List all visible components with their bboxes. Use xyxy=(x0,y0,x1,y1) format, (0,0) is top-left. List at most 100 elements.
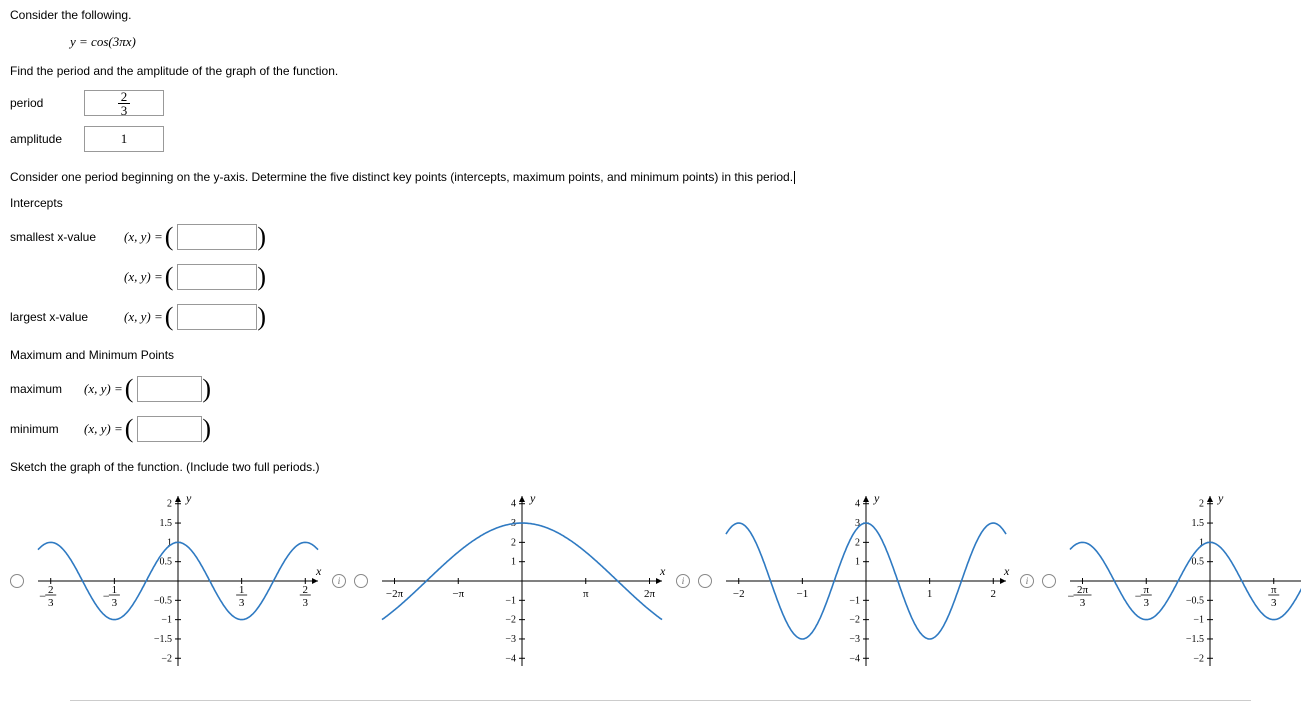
maximum-input[interactable] xyxy=(137,376,202,402)
svg-text:y: y xyxy=(1217,491,1224,505)
close-paren-icon: ) xyxy=(202,414,211,444)
xy-label: (x, y) = xyxy=(124,309,163,325)
graph-radio-A[interactable] xyxy=(10,574,24,588)
svg-text:3: 3 xyxy=(112,597,118,609)
svg-text:0.5: 0.5 xyxy=(1192,557,1205,568)
maxmin-heading: Maximum and Minimum Points xyxy=(10,348,1301,362)
graph-C: −4−3−2−11234 −2−112 y x xyxy=(716,486,1016,676)
period-input[interactable]: 2 3 xyxy=(84,90,164,116)
svg-text:2π: 2π xyxy=(644,588,656,600)
svg-text:4: 4 xyxy=(855,499,860,510)
minimum-input[interactable] xyxy=(137,416,202,442)
open-paren-icon: ( xyxy=(165,302,174,332)
close-paren-icon: ) xyxy=(257,262,266,292)
close-paren-icon: ) xyxy=(257,222,266,252)
graph-D: −2−1.5−1−0.50.511.52 −2π3−π3π32π3 y x xyxy=(1060,486,1301,676)
intercept-1-input[interactable] xyxy=(177,224,257,250)
svg-text:1: 1 xyxy=(511,557,516,568)
period-row: period 2 3 xyxy=(10,90,1301,116)
graph-option-C: −4−3−2−11234 −2−112 y x i xyxy=(698,486,1042,676)
svg-text:1.5: 1.5 xyxy=(160,518,173,529)
svg-text:2: 2 xyxy=(511,537,516,548)
maximum-row: maximum (x, y) = ( ) xyxy=(10,374,1301,404)
info-icon[interactable]: i xyxy=(332,574,346,588)
svg-text:−2: −2 xyxy=(849,615,860,626)
svg-text:y: y xyxy=(873,491,880,505)
svg-text:−4: −4 xyxy=(849,653,860,664)
period-denominator: 3 xyxy=(118,104,131,117)
period-numerator: 2 xyxy=(118,90,131,104)
svg-text:4: 4 xyxy=(511,499,516,510)
svg-text:−: − xyxy=(1135,589,1142,603)
info-icon[interactable]: i xyxy=(676,574,690,588)
graph-option-D: −2−1.5−1−0.50.511.52 −2π3−π3π32π3 y x i xyxy=(1042,486,1301,676)
svg-text:0.5: 0.5 xyxy=(160,557,173,568)
svg-text:3: 3 xyxy=(303,597,309,609)
svg-text:−1: −1 xyxy=(161,615,172,626)
question-period-amp: Find the period and the amplitude of the… xyxy=(10,64,1301,78)
svg-text:1: 1 xyxy=(855,557,860,568)
open-paren-icon: ( xyxy=(165,262,174,292)
svg-text:−2: −2 xyxy=(505,615,516,626)
xy-label: (x, y) = xyxy=(124,229,163,245)
xy-label: (x, y) = xyxy=(84,381,123,397)
svg-text:3: 3 xyxy=(239,597,245,609)
svg-text:2π: 2π xyxy=(1077,584,1089,596)
equation: y = cos(3πx) xyxy=(70,34,1301,50)
intro-text: Consider the following. xyxy=(10,8,1301,22)
sketch-prompt: Sketch the graph of the function. (Inclu… xyxy=(10,460,1301,474)
close-paren-icon: ) xyxy=(257,302,266,332)
svg-text:−1.5: −1.5 xyxy=(1186,634,1204,645)
svg-text:x: x xyxy=(1003,564,1010,578)
xy-label: (x, y) = xyxy=(84,421,123,437)
smallest-x-label: smallest x-value xyxy=(10,230,120,244)
amplitude-row: amplitude 1 xyxy=(10,126,1301,152)
svg-text:−: − xyxy=(103,589,110,603)
graph-radio-D[interactable] xyxy=(1042,574,1056,588)
open-paren-icon: ( xyxy=(125,414,134,444)
svg-text:3: 3 xyxy=(1144,597,1150,609)
intercept-smallest-row: smallest x-value (x, y) = ( ) xyxy=(10,222,1301,252)
svg-text:−0.5: −0.5 xyxy=(154,595,172,606)
svg-text:2: 2 xyxy=(48,584,54,596)
intercept-2-input[interactable] xyxy=(177,264,257,290)
svg-text:2: 2 xyxy=(855,537,860,548)
graph-radio-B[interactable] xyxy=(354,574,368,588)
svg-text:y: y xyxy=(529,491,536,505)
amplitude-label: amplitude xyxy=(10,132,80,146)
svg-text:−2π: −2π xyxy=(386,588,404,600)
svg-text:2: 2 xyxy=(167,499,172,510)
xy-label: (x, y) = xyxy=(124,269,163,285)
svg-text:3: 3 xyxy=(1080,597,1086,609)
svg-text:−: − xyxy=(39,589,46,603)
svg-text:−1: −1 xyxy=(849,595,860,606)
graph-radio-C[interactable] xyxy=(698,574,712,588)
minimum-row: minimum (x, y) = ( ) xyxy=(10,414,1301,444)
svg-text:x: x xyxy=(315,564,322,578)
svg-text:π: π xyxy=(1271,584,1277,596)
svg-text:−2: −2 xyxy=(161,653,172,664)
svg-text:2: 2 xyxy=(1199,499,1204,510)
open-paren-icon: ( xyxy=(165,222,174,252)
svg-text:−2: −2 xyxy=(733,588,745,600)
graphs-row: −2−1.5−1−0.50.511.52 −23−131323 y x i −4… xyxy=(10,486,1301,676)
graph-option-B: −4−3−2−11234 −2π−ππ2π y x i xyxy=(354,486,698,676)
close-paren-icon: ) xyxy=(202,374,211,404)
svg-text:π: π xyxy=(583,588,589,600)
svg-text:−0.5: −0.5 xyxy=(1186,595,1204,606)
svg-text:π: π xyxy=(1143,584,1149,596)
open-paren-icon: ( xyxy=(125,374,134,404)
svg-text:3: 3 xyxy=(48,597,54,609)
minimum-label: minimum xyxy=(10,422,80,436)
svg-text:1: 1 xyxy=(927,588,933,600)
info-icon[interactable]: i xyxy=(1020,574,1034,588)
svg-text:1.5: 1.5 xyxy=(1192,518,1205,529)
intercept-3-input[interactable] xyxy=(177,304,257,330)
intercepts-heading: Intercepts xyxy=(10,196,1301,210)
amplitude-input[interactable]: 1 xyxy=(84,126,164,152)
text-cursor-icon xyxy=(794,171,795,184)
svg-text:2: 2 xyxy=(303,584,309,596)
svg-text:1: 1 xyxy=(112,584,118,596)
divider xyxy=(70,700,1251,701)
largest-x-label: largest x-value xyxy=(10,310,120,324)
